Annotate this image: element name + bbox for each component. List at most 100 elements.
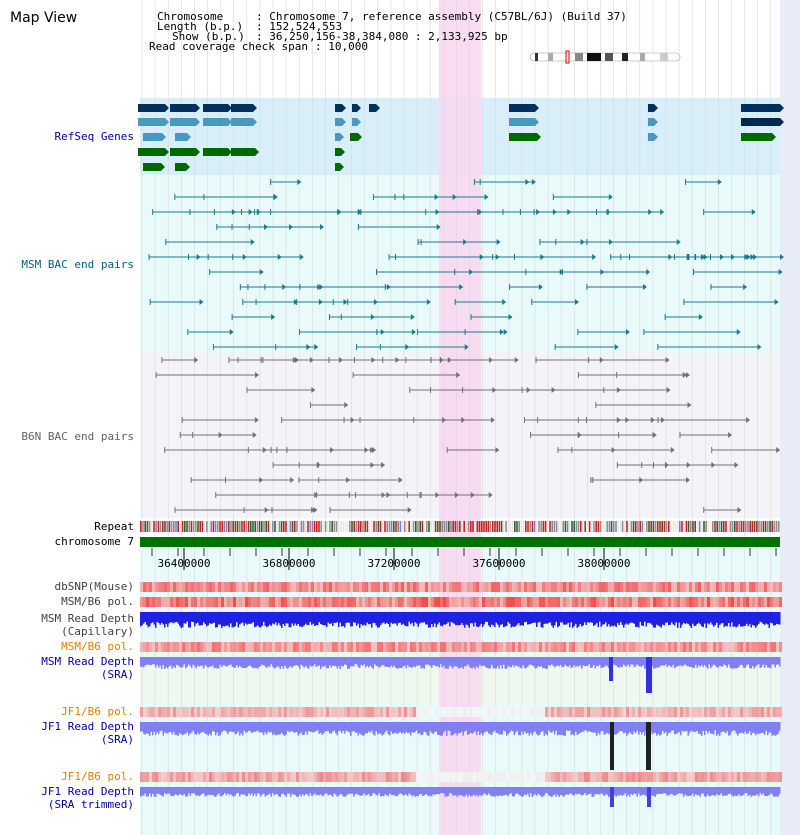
depth-bar <box>302 612 304 627</box>
repeat-element <box>753 521 756 532</box>
depth-bar <box>627 612 629 625</box>
heat-cell <box>425 582 428 592</box>
repeat-element <box>300 521 303 532</box>
depth-bar <box>672 787 674 796</box>
depth-bar <box>657 612 659 626</box>
depth-bar <box>546 657 548 669</box>
repeat-element <box>606 521 608 532</box>
repeat-element <box>371 521 373 532</box>
bac-end-arrow <box>447 357 452 363</box>
repeat-element <box>716 521 718 532</box>
bac-end-arrow <box>496 239 501 245</box>
heat-cell <box>629 597 632 607</box>
depth-bar <box>143 612 145 624</box>
depth-bar <box>507 787 509 797</box>
depth-bar <box>147 722 149 735</box>
depth-bar <box>468 722 470 735</box>
depth-bar <box>567 612 569 623</box>
heat-cell <box>398 582 401 592</box>
repeat-track-label[interactable]: Repeat <box>94 520 134 533</box>
jf1-b6-pol-label[interactable]: JF1/B6 pol. <box>61 705 134 718</box>
heat-cell <box>464 772 467 782</box>
heat-cell <box>365 582 368 592</box>
repeat-element <box>181 521 184 532</box>
repeat-element <box>461 521 463 532</box>
heat-cell <box>554 772 557 782</box>
depth-bar <box>170 612 172 623</box>
depth-bar <box>473 722 475 733</box>
dbsnp-track-label[interactable]: dbSNP(Mouse) <box>54 580 134 593</box>
bac-end-arrow <box>370 462 375 468</box>
heat-cell <box>737 642 740 652</box>
heat-cell <box>326 597 329 607</box>
depth-bar <box>210 612 212 624</box>
gene <box>335 133 340 141</box>
depth-bar <box>296 787 298 797</box>
depth-bar <box>272 657 274 667</box>
depth-bar <box>704 787 706 797</box>
depth-bar <box>567 722 569 731</box>
depth-bar <box>471 722 473 734</box>
heat-cell <box>458 597 461 607</box>
repeat-element <box>670 521 672 532</box>
depth-bar <box>569 657 571 666</box>
depth-bar <box>176 722 178 736</box>
depth-bar <box>240 657 242 668</box>
msm-bac-track-label[interactable]: MSM BAC end pairs <box>21 258 134 271</box>
msm-depth-sra-label[interactable]: MSM Read Depth <box>41 655 134 668</box>
heat-cell <box>314 642 317 652</box>
repeat-element <box>558 521 560 532</box>
heat-cell <box>407 642 410 652</box>
heat-cell <box>146 642 149 652</box>
depth-bar <box>506 657 508 669</box>
refseq-track-label[interactable]: RefSeq Genes <box>54 130 134 143</box>
chromosome-track-label[interactable]: chromosome 7 <box>54 535 134 548</box>
msm-b6-pol-sra-label[interactable]: MSM/B6 pol. <box>61 640 134 653</box>
bac-end-arrow <box>514 357 519 363</box>
msm-b6-pol-track-label[interactable]: MSM/B6 pol. <box>61 595 134 608</box>
heat-cell <box>461 707 464 717</box>
heat-cell <box>773 597 776 607</box>
heat-cell <box>659 772 662 782</box>
heat-cell <box>707 642 710 652</box>
msm-depth-capillary-label[interactable]: MSM Read Depth <box>41 612 134 625</box>
repeat-element <box>505 521 507 532</box>
heat-cell <box>764 772 767 782</box>
heat-cell <box>533 642 536 652</box>
depth-bar <box>621 612 623 625</box>
heat-cell <box>488 582 491 592</box>
depth-bar <box>557 787 559 795</box>
bac-end-arrow <box>484 194 489 200</box>
heat-cell <box>281 772 284 782</box>
depth-bar <box>197 657 199 666</box>
depth-bar <box>726 722 728 732</box>
depth-bar <box>309 722 311 732</box>
jf1-depth-trimmed-label[interactable]: JF1 Read Depth <box>41 785 134 798</box>
depth-bar <box>443 722 445 733</box>
repeat-element <box>263 521 265 532</box>
depth-bar <box>750 657 752 669</box>
heat-cell <box>275 582 278 592</box>
depth-bar <box>206 657 208 667</box>
depth-bar <box>596 612 598 624</box>
depth-bar <box>701 657 703 666</box>
heat-cell <box>686 582 689 592</box>
b6n-bac-track-label[interactable]: B6N BAC end pairs <box>21 430 134 443</box>
gene-arrow <box>357 118 361 126</box>
depth-bar <box>693 657 695 668</box>
depth-bar <box>513 722 515 736</box>
depth-bar <box>227 657 229 667</box>
heat-cell <box>236 707 239 717</box>
depth-bar <box>294 612 296 624</box>
depth-bar <box>596 657 598 666</box>
gene-arrow <box>535 118 539 126</box>
bac-end-arrow <box>442 417 447 423</box>
jf1-b6-pol-trimmed-label[interactable]: JF1/B6 pol. <box>61 770 134 783</box>
depth-bar <box>456 612 458 626</box>
heat-cell <box>692 597 695 607</box>
depth-bar <box>446 612 448 624</box>
heat-cell <box>431 772 434 782</box>
jf1-depth-sra-label[interactable]: JF1 Read Depth <box>41 720 134 733</box>
depth-bar <box>218 657 220 669</box>
